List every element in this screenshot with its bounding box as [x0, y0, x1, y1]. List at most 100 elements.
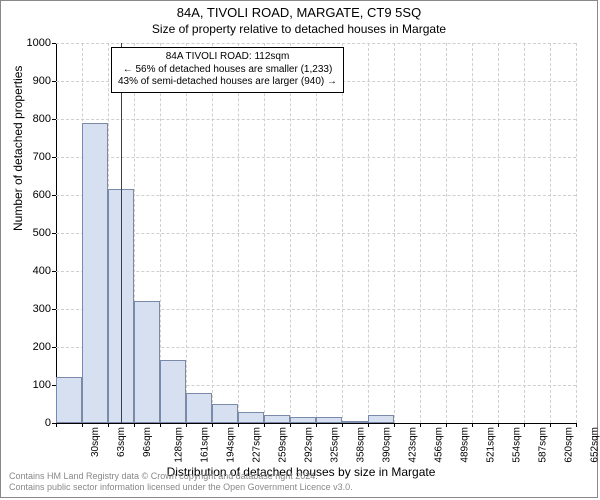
- xtick-label: 161sqm: [200, 427, 211, 463]
- xtick-mark: [212, 423, 213, 427]
- gridline-v: [316, 43, 317, 423]
- xtick-label: 63sqm: [116, 427, 127, 457]
- histogram-bar: [316, 417, 341, 423]
- plot-area: 0100200300400500600700800900100030sqm63s…: [56, 43, 576, 423]
- annotation-line: ← 56% of detached houses are smaller (1,…: [118, 64, 337, 77]
- xtick-label: 390sqm: [381, 427, 392, 463]
- xtick-mark: [550, 423, 551, 427]
- ytick-label: 200: [11, 341, 51, 353]
- footer-attribution: Contains HM Land Registry data © Crown c…: [9, 471, 353, 493]
- ytick-mark: [52, 43, 56, 44]
- ytick-mark: [52, 119, 56, 120]
- xtick-label: 587sqm: [538, 427, 549, 463]
- gridline-v: [186, 43, 187, 423]
- xtick-label: 521sqm: [485, 427, 496, 463]
- xtick-mark: [368, 423, 369, 427]
- histogram-bar: [368, 415, 394, 423]
- annotation-line: 43% of semi-detached houses are larger (…: [118, 76, 337, 89]
- histogram-bar: [56, 377, 82, 423]
- ytick-mark: [52, 233, 56, 234]
- xtick-label: 259sqm: [277, 427, 288, 463]
- ytick-label: 400: [11, 265, 51, 277]
- xtick-mark: [576, 423, 577, 427]
- xtick-mark: [394, 423, 395, 427]
- xtick-mark: [186, 423, 187, 427]
- histogram-bar: [82, 123, 108, 423]
- footer-line-1: Contains HM Land Registry data © Crown c…: [9, 471, 353, 482]
- gridline-v: [420, 43, 421, 423]
- chart-subtitle: Size of property relative to detached ho…: [1, 22, 597, 36]
- xtick-mark: [108, 423, 109, 427]
- xtick-mark: [160, 423, 161, 427]
- histogram-bar: [212, 404, 237, 423]
- ytick-mark: [52, 81, 56, 82]
- histogram-bar: [342, 421, 368, 423]
- ytick-label: 700: [11, 151, 51, 163]
- xtick-label: 456sqm: [434, 427, 445, 463]
- gridline-v: [446, 43, 447, 423]
- ytick-label: 300: [11, 303, 51, 315]
- xtick-label: 489sqm: [460, 427, 471, 463]
- histogram-bar: [134, 301, 160, 423]
- xtick-label: 227sqm: [252, 427, 263, 463]
- xtick-mark: [498, 423, 499, 427]
- y-axis-label: Number of detached properties: [11, 66, 25, 231]
- histogram-bar: [160, 360, 186, 423]
- gridline-v: [368, 43, 369, 423]
- xtick-label: 423sqm: [408, 427, 419, 463]
- gridline-v: [524, 43, 525, 423]
- gridline-v: [550, 43, 551, 423]
- ytick-mark: [52, 271, 56, 272]
- xtick-mark: [134, 423, 135, 427]
- gridline-v: [212, 43, 213, 423]
- ytick-label: 500: [11, 227, 51, 239]
- xtick-label: 358sqm: [356, 427, 367, 463]
- xtick-mark: [316, 423, 317, 427]
- chart-container: 84A, TIVOLI ROAD, MARGATE, CT9 5SQ Size …: [0, 0, 598, 498]
- xtick-mark: [420, 423, 421, 427]
- chart-title: 84A, TIVOLI ROAD, MARGATE, CT9 5SQ: [1, 5, 597, 20]
- xtick-label: 30sqm: [90, 427, 101, 457]
- gridline-v: [472, 43, 473, 423]
- histogram-bar: [264, 415, 290, 423]
- ytick-label: 900: [11, 75, 51, 87]
- histogram-bar: [186, 393, 212, 423]
- histogram-bar: [290, 417, 316, 423]
- xtick-mark: [238, 423, 239, 427]
- gridline-v: [342, 43, 343, 423]
- ytick-mark: [52, 309, 56, 310]
- ytick-label: 1000: [11, 37, 51, 49]
- xtick-mark: [342, 423, 343, 427]
- xtick-mark: [524, 423, 525, 427]
- xtick-label: 652sqm: [589, 427, 600, 463]
- footer-line-2: Contains public sector information licen…: [9, 482, 353, 493]
- ytick-mark: [52, 347, 56, 348]
- xtick-mark: [82, 423, 83, 427]
- gridline-v: [498, 43, 499, 423]
- plot-wrap: 0100200300400500600700800900100030sqm63s…: [56, 43, 576, 423]
- xtick-mark: [290, 423, 291, 427]
- gridline-v: [394, 43, 395, 423]
- ytick-label: 600: [11, 189, 51, 201]
- ytick-mark: [52, 195, 56, 196]
- ytick-label: 100: [11, 379, 51, 391]
- ytick-label: 800: [11, 113, 51, 125]
- xtick-label: 554sqm: [512, 427, 523, 463]
- gridline-v: [264, 43, 265, 423]
- xtick-mark: [472, 423, 473, 427]
- gridline-v: [290, 43, 291, 423]
- ytick-label: 0: [11, 417, 51, 429]
- gridline-v: [238, 43, 239, 423]
- xtick-label: 96sqm: [142, 427, 153, 457]
- annotation-line: 84A TIVOLI ROAD: 112sqm: [118, 51, 337, 64]
- xtick-label: 128sqm: [173, 427, 184, 463]
- xtick-mark: [264, 423, 265, 427]
- property-marker-line: [121, 43, 122, 423]
- annotation-box: 84A TIVOLI ROAD: 112sqm← 56% of detached…: [111, 47, 344, 93]
- ytick-mark: [52, 157, 56, 158]
- histogram-bar: [238, 412, 264, 423]
- xtick-label: 292sqm: [304, 427, 315, 463]
- xtick-label: 194sqm: [226, 427, 237, 463]
- gridline-v: [576, 43, 577, 423]
- xtick-mark: [446, 423, 447, 427]
